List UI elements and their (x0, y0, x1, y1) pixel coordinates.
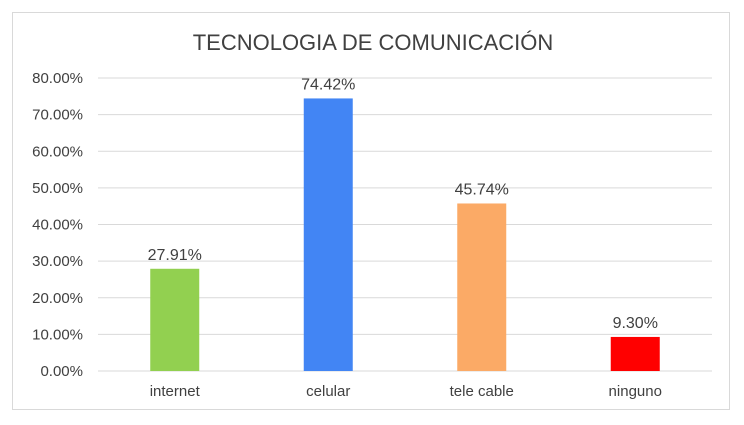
x-category-label: celular (306, 383, 350, 400)
bars (150, 98, 660, 371)
x-category-label: internet (150, 383, 201, 400)
bar-internet (150, 268, 200, 371)
x-category-label: ninguno (609, 383, 662, 400)
y-tick-label: 70.00% (32, 107, 83, 124)
bar-ninguno (610, 336, 660, 371)
data-label: 45.74% (455, 181, 509, 198)
y-tick-label: 40.00% (32, 217, 83, 234)
data-labels: 27.91% 74.42% 45.74% 9.30% (148, 76, 658, 332)
bar-celular (303, 98, 353, 371)
data-label: 74.42% (301, 76, 355, 93)
y-tick-label: 50.00% (32, 180, 83, 197)
y-tick-label: 60.00% (32, 143, 83, 160)
gridlines (98, 77, 712, 372)
bar-tele-cable (457, 203, 507, 371)
y-tick-label: 30.00% (32, 253, 83, 270)
chart-title: TECNOLOGIA DE COMUNICACIÓN (193, 30, 554, 55)
y-axis-ticks: 0.00% 10.00% 20.00% 30.00% 40.00% 50.00% 60.00… (32, 70, 83, 380)
data-label: 9.30% (613, 315, 658, 332)
y-tick-label: 0.00% (40, 363, 83, 380)
y-tick-label: 80.00% (32, 70, 83, 87)
x-category-label: tele cable (450, 383, 514, 400)
data-label: 27.91% (148, 247, 202, 264)
x-axis-categories: internet celular tele cable ninguno (150, 383, 662, 400)
y-tick-label: 10.00% (32, 326, 83, 343)
y-tick-label: 20.00% (32, 290, 83, 307)
